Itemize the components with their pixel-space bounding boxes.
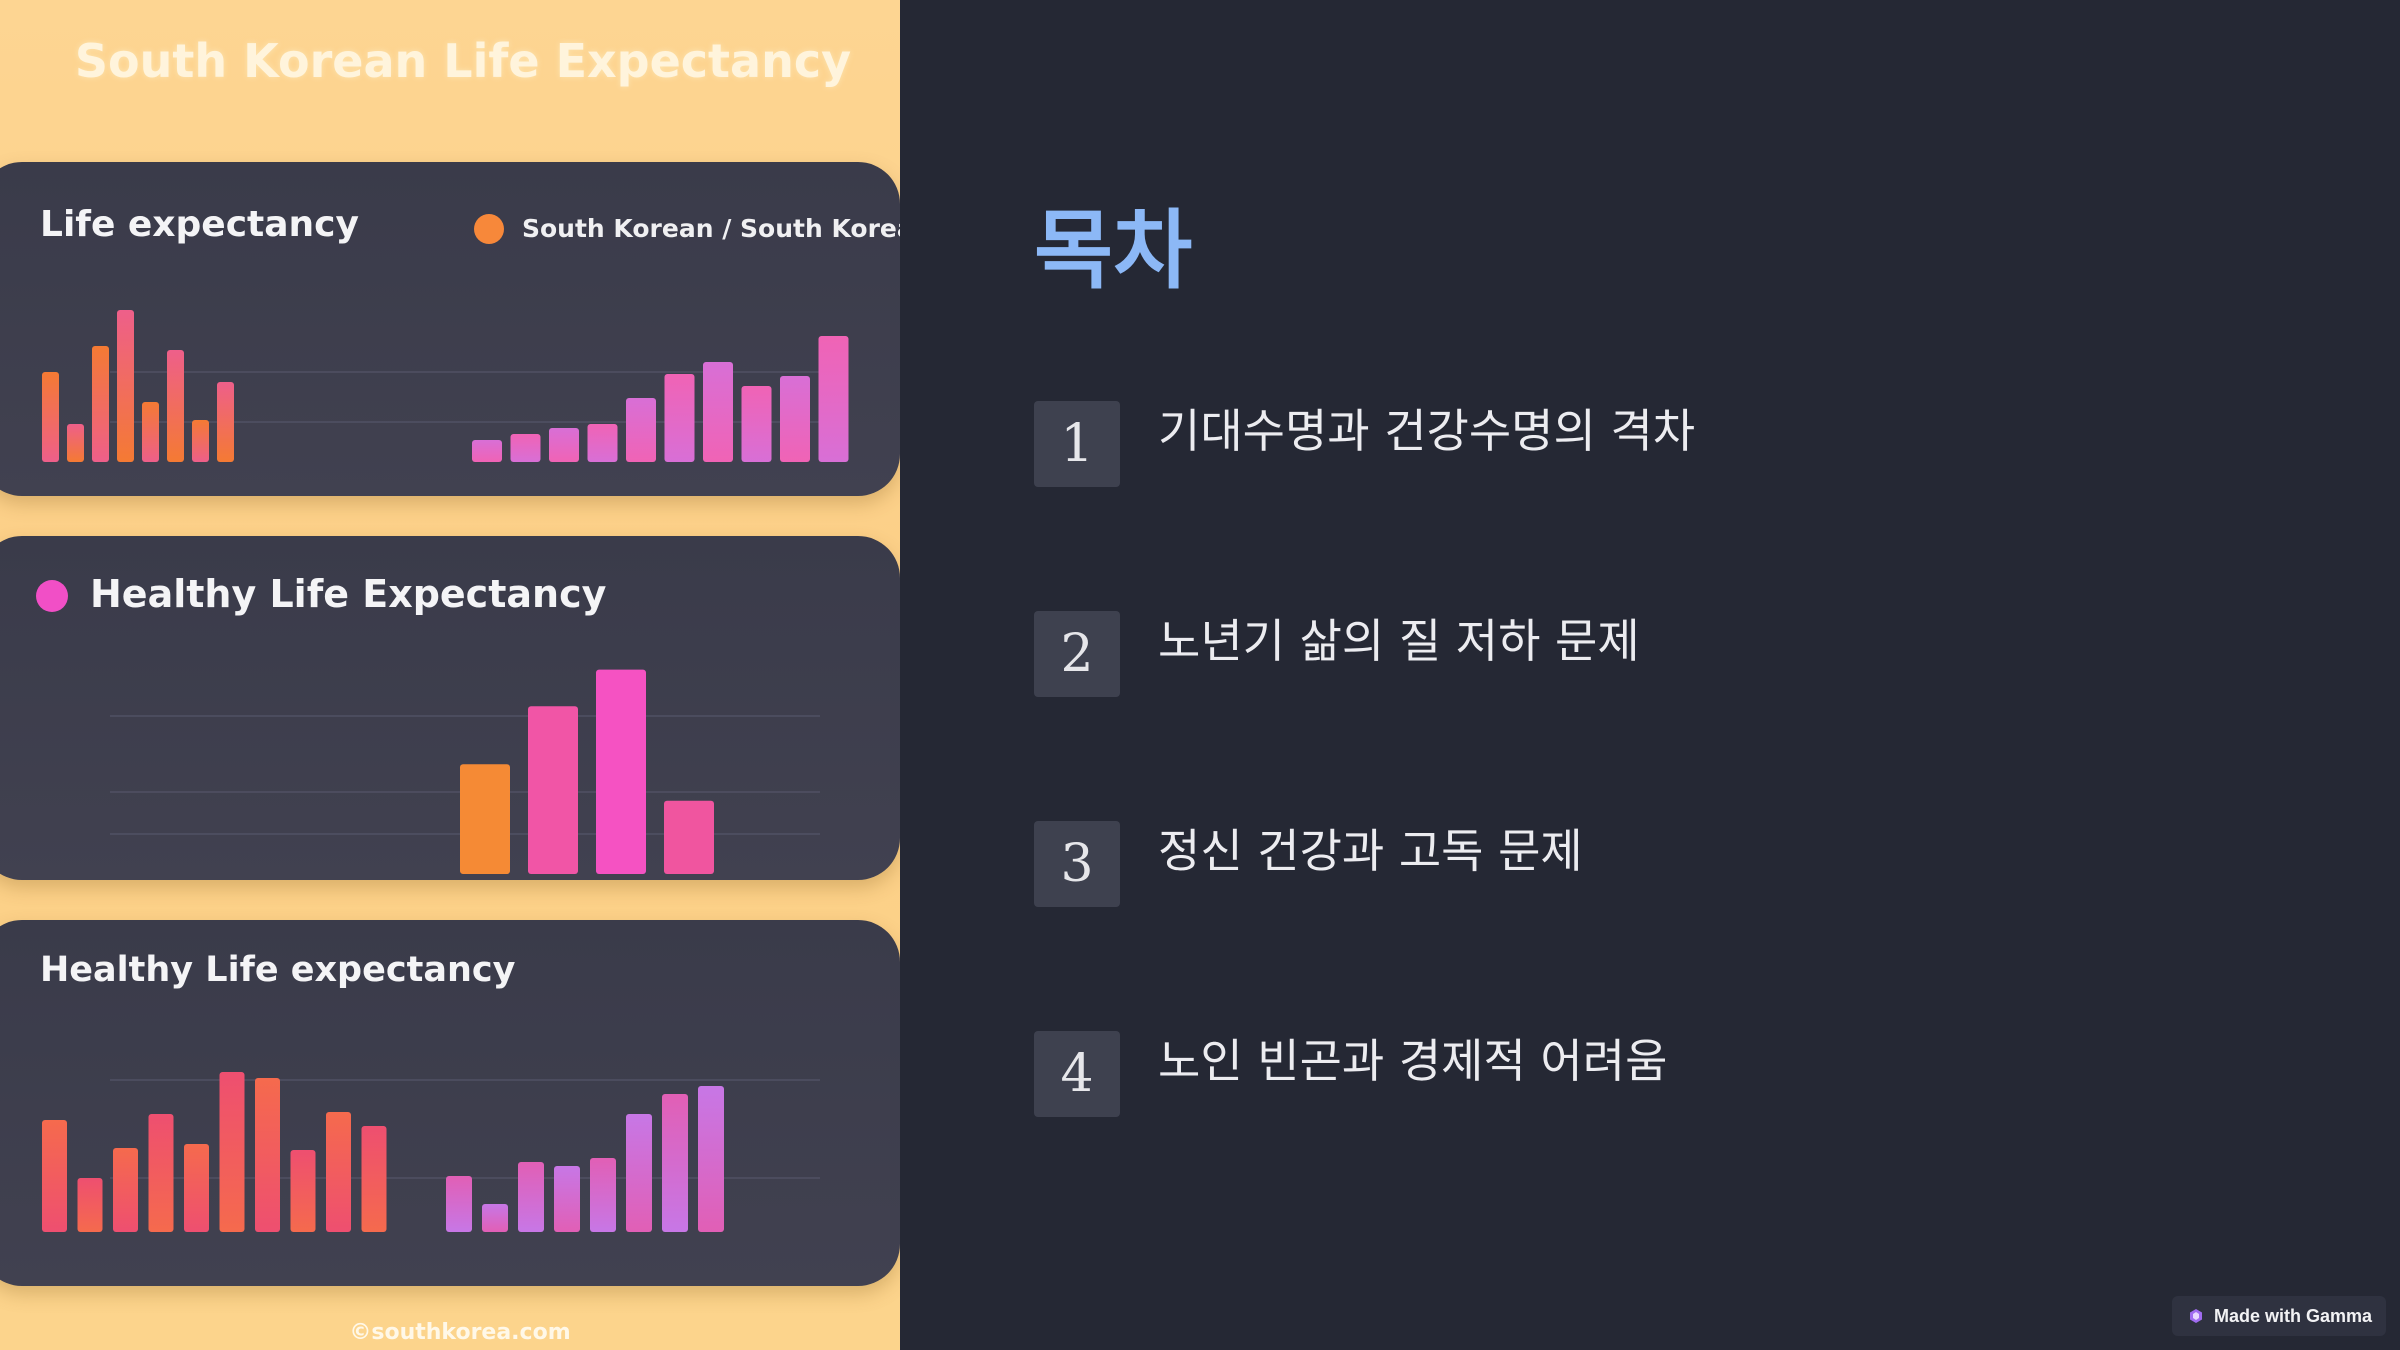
chart-bar: [217, 382, 234, 462]
chart-bar: [596, 669, 646, 874]
chart-bar: [42, 372, 59, 462]
legend-dot: [36, 580, 68, 612]
chart-bar: [472, 440, 502, 462]
chart-bar: [528, 706, 578, 874]
chart-bar: [741, 386, 772, 462]
life-expectancy-panel: Life expectancy South Korean / South Kor…: [0, 162, 900, 496]
toc-number: 4: [1034, 1031, 1120, 1117]
chart-bar: [77, 1178, 103, 1232]
chart-bar: [67, 424, 84, 462]
chart-bar: [482, 1204, 508, 1232]
chart-bar: [255, 1078, 280, 1232]
chart-bar: [167, 350, 184, 462]
toc-label: 노인 빈곤과 경제적 어려움: [1158, 1034, 1668, 1088]
chart-bar: [142, 402, 159, 462]
slide-title: 목차: [1034, 201, 1193, 301]
chart-bar: [549, 428, 579, 462]
healthy-life-expectancy-panel-2: Healthy Life expectancy: [0, 920, 900, 1286]
chart-bar: [192, 420, 209, 462]
toc-item: 1 기대수명과 건강수명의 격차: [1034, 401, 1934, 491]
toc-number: 2: [1034, 611, 1120, 697]
chart-bar: [460, 764, 510, 874]
toc-label: 노년기 삶의 질 저하 문제: [1158, 614, 1640, 668]
chart-bar: [698, 1086, 724, 1232]
panel-title: Life expectancy: [40, 204, 359, 245]
chart-bar: [626, 398, 656, 462]
chart-bar: [113, 1148, 138, 1232]
toc-label: 정신 건강과 고독 문제: [1158, 824, 1583, 878]
chart-bar: [662, 1094, 688, 1232]
chart-bar: [510, 434, 541, 462]
made-with-gamma-badge[interactable]: Made with Gamma: [2172, 1296, 2386, 1336]
chart-bar: [184, 1144, 209, 1232]
toc-slide: 목차 1 기대수명과 건강수명의 격차 2 노년기 삶의 질 저하 문제 3 정…: [900, 0, 2400, 1350]
chart-bar: [42, 1120, 67, 1232]
chart-bar: [361, 1126, 387, 1232]
chart-bar: [664, 800, 714, 874]
life-expectancy-chart: [42, 310, 849, 462]
toc-item: 3 정신 건강과 고독 문제: [1034, 821, 1934, 911]
chart-bar: [587, 424, 618, 462]
chart-bar: [92, 346, 109, 462]
chart-bar: [290, 1150, 316, 1232]
chart-bar: [664, 374, 695, 462]
chart-bar: [554, 1166, 580, 1232]
legend-dot: [474, 214, 504, 244]
chart-bar: [818, 336, 849, 462]
healthy-life-chart: [42, 1072, 820, 1232]
chart-bar: [117, 310, 134, 462]
infographic-image: South Korean Life Expectancy Life expect…: [0, 0, 900, 1350]
chart-bar: [626, 1114, 652, 1232]
toc-label: 기대수명과 건강수명의 격차: [1158, 404, 1696, 458]
chart-bar: [148, 1114, 174, 1232]
panel-title: Healthy Life expectancy: [40, 950, 516, 990]
chart-bar: [590, 1158, 616, 1232]
toc-item: 4 노인 빈곤과 경제적 어려움: [1034, 1031, 1934, 1121]
chart-bar: [326, 1112, 351, 1232]
chart-bar: [703, 362, 733, 462]
chart-bar: [780, 376, 810, 462]
healthy-life-expectancy-panel: Healthy Life Expectancy: [0, 536, 900, 880]
infographic-title: South Korean Life Expectancy: [74, 34, 852, 88]
legend-label: South Korean / South Korea: [522, 214, 900, 243]
gamma-logo-icon: [2190, 1309, 2202, 1323]
toc-number: 3: [1034, 821, 1120, 907]
toc-item: 2 노년기 삶의 질 저하 문제: [1034, 611, 1934, 701]
chart-bar: [219, 1072, 245, 1232]
panel-title: Healthy Life Expectancy: [90, 572, 607, 616]
footer-url: ©southkorea.com: [349, 1320, 571, 1345]
badge-label: Made with Gamma: [2214, 1305, 2373, 1326]
chart-bar: [446, 1176, 472, 1232]
toc-number: 1: [1034, 401, 1120, 487]
chart-bar: [518, 1162, 544, 1232]
healthy-life-expectancy-chart: [110, 669, 820, 874]
